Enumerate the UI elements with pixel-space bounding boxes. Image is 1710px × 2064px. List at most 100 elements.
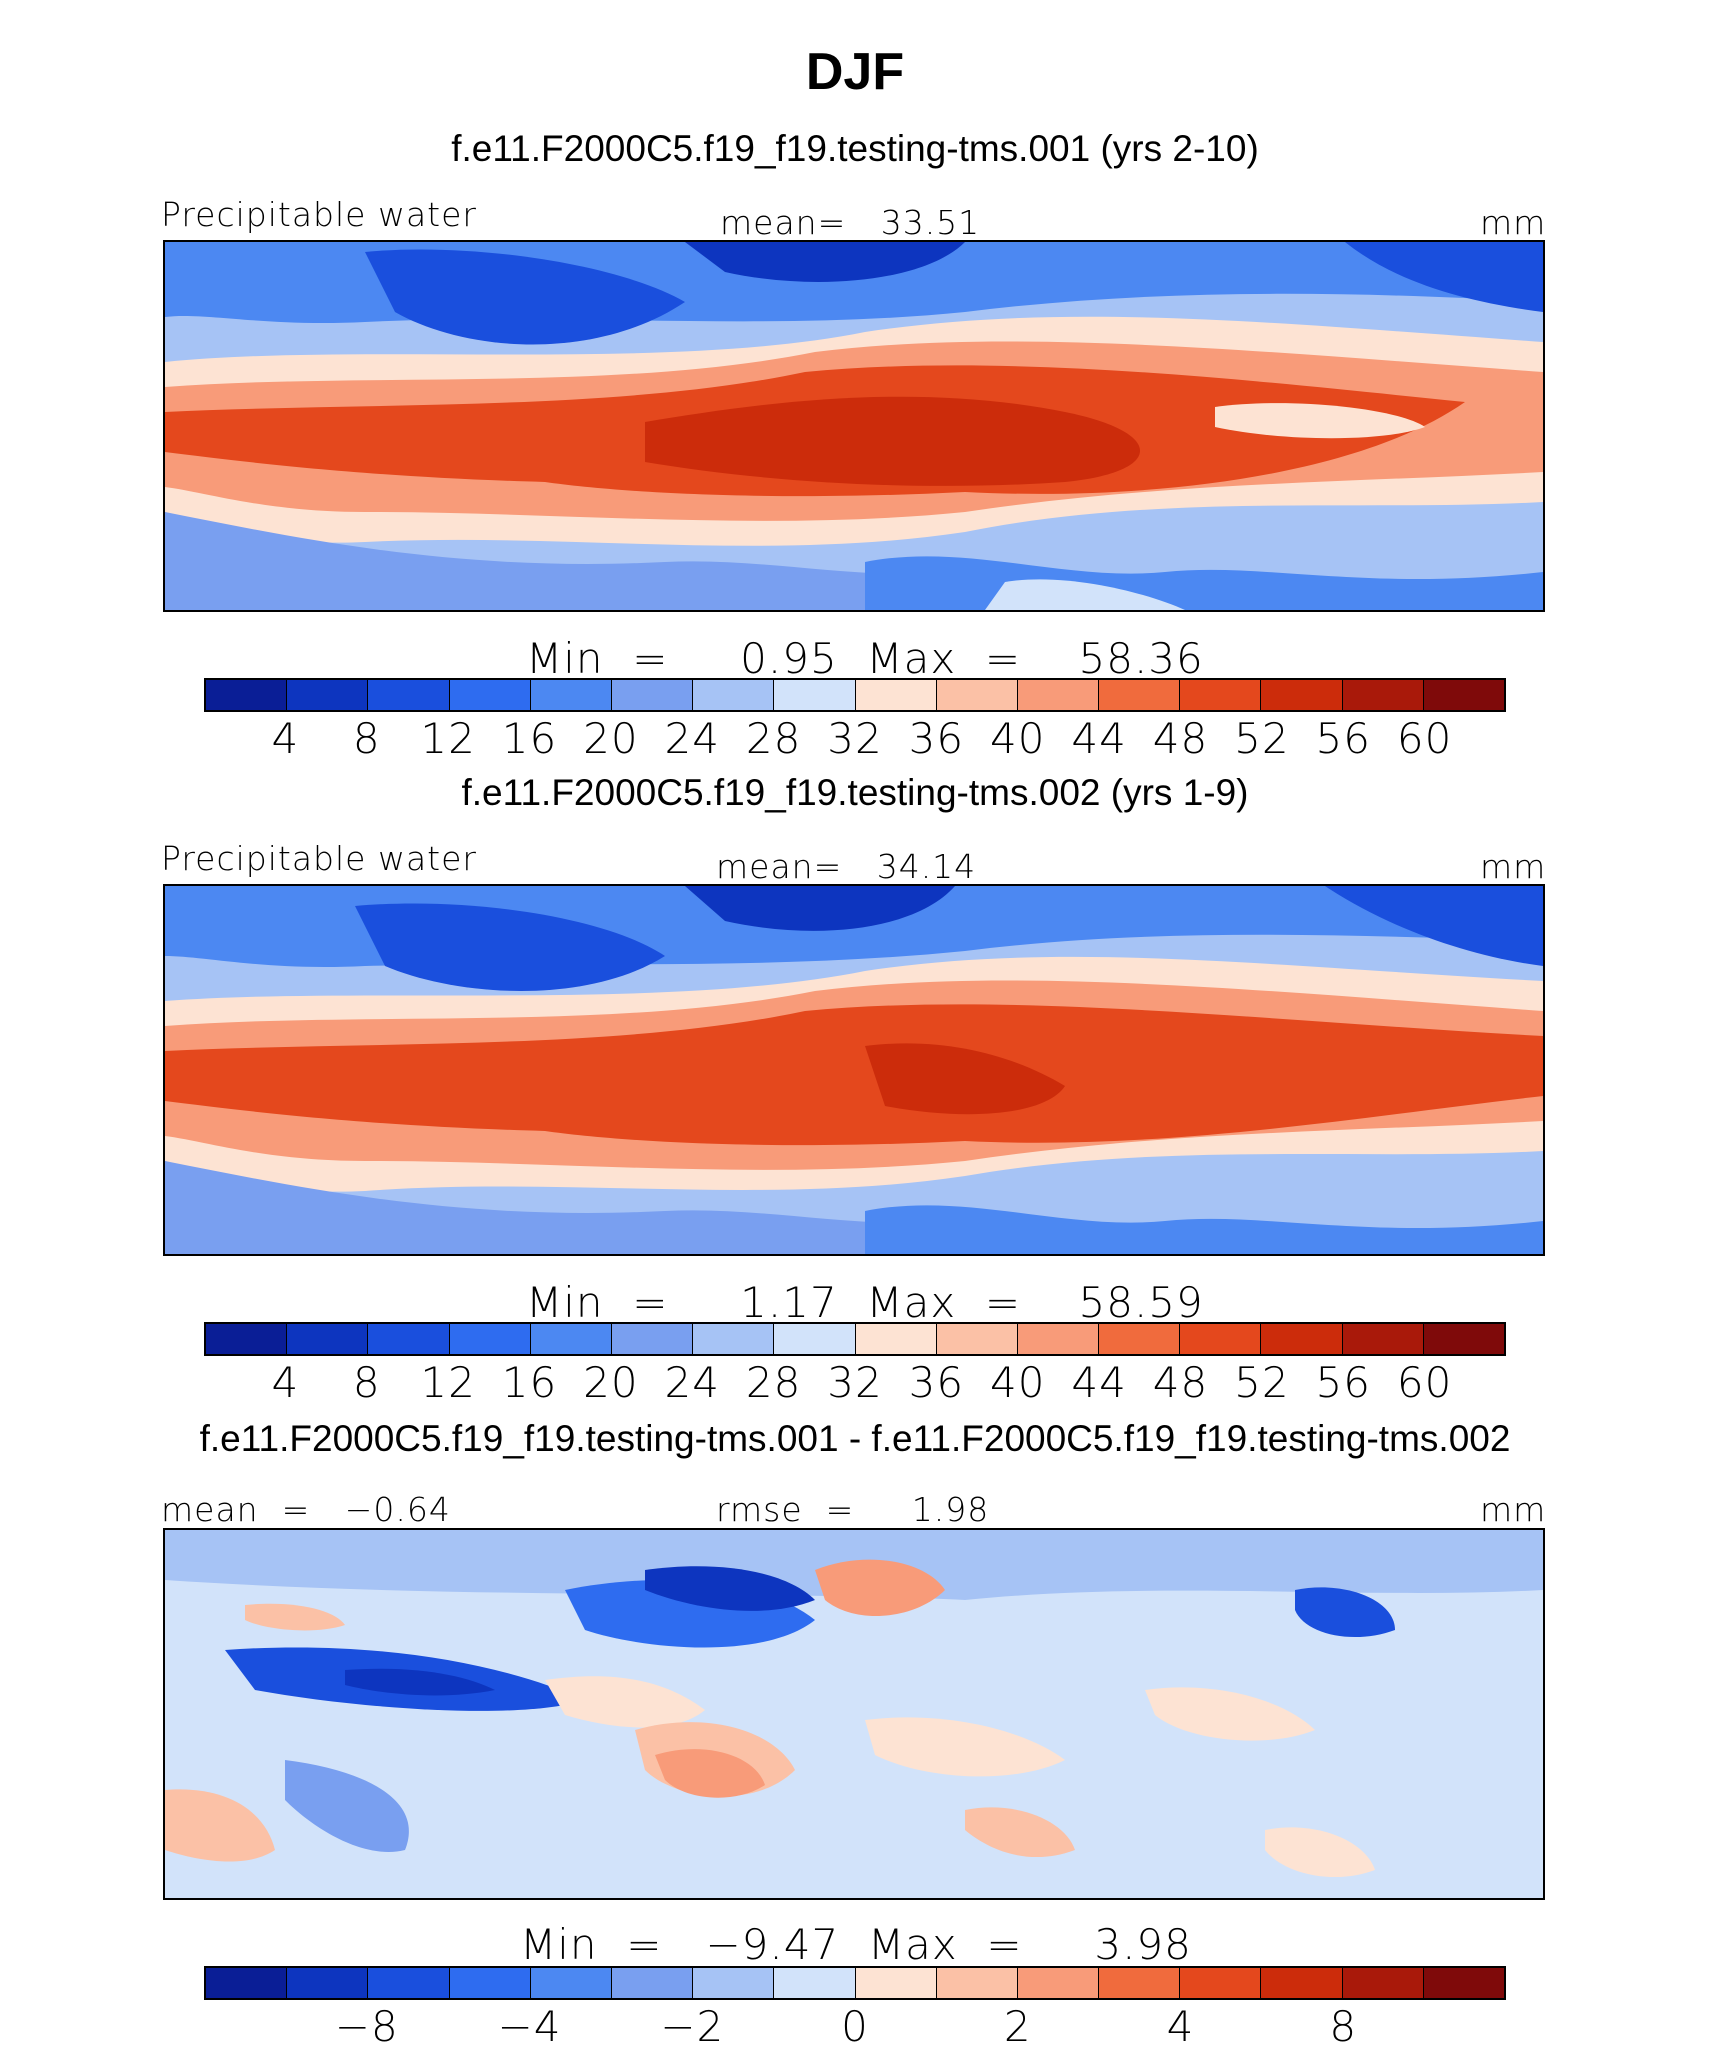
panel-3-colorbar <box>204 1966 1506 2000</box>
colorbar-swatch <box>611 680 694 710</box>
colorbar-swatch <box>774 1968 856 1998</box>
colorbar-tick: 48 <box>1152 1358 1209 1407</box>
colorbar-tick: 16 <box>501 1358 558 1407</box>
colorbar-tick: 4 <box>1166 2002 1195 2051</box>
colorbar-tick: 60 <box>1396 714 1453 763</box>
figure-title: DJF <box>805 43 905 101</box>
panel-1-field <box>165 242 1543 610</box>
panel-2-map <box>163 884 1545 1256</box>
colorbar-swatch <box>1017 1324 1100 1354</box>
colorbar-swatch <box>611 1968 694 1998</box>
colorbar-tick: 56 <box>1315 714 1371 763</box>
panel-3-rmse-label: rmse = 1.98 <box>716 1490 990 1529</box>
colorbar-swatch <box>1261 1968 1343 1998</box>
colorbar-tick: 36 <box>908 1358 965 1407</box>
colorbar-tick: 8 <box>352 714 381 763</box>
panel-3-minmax: Min = −9.47 Max = 3.98 <box>520 1920 1192 1969</box>
colorbar-swatch <box>1423 1324 1504 1354</box>
panel-1-colorbar <box>204 678 1506 712</box>
colorbar-tick: 28 <box>745 714 802 763</box>
colorbar-swatch <box>1423 1968 1504 1998</box>
colorbar-swatch <box>1099 1324 1181 1354</box>
colorbar-tick: 12 <box>420 1358 476 1407</box>
colorbar-tick: 52 <box>1234 714 1290 763</box>
colorbar-tick: 20 <box>583 714 639 763</box>
colorbar-swatch <box>693 680 775 710</box>
colorbar-swatch <box>1099 680 1181 710</box>
panel-1-map <box>163 240 1545 612</box>
colorbar-swatch <box>855 680 937 710</box>
colorbar-tick: 44 <box>1071 714 1127 763</box>
colorbar-tick: −2 <box>660 2002 725 2051</box>
colorbar-swatch <box>1261 680 1343 710</box>
colorbar-swatch <box>530 1968 612 1998</box>
panel-1-mean-label: mean= 33.51 <box>720 203 981 242</box>
colorbar-tick: −4 <box>497 2002 562 2051</box>
colorbar-swatch <box>936 1968 1018 1998</box>
colorbar-swatch <box>855 1324 937 1354</box>
colorbar-swatch <box>1180 680 1262 710</box>
panel-2-mean-label: mean= 34.14 <box>716 847 977 886</box>
colorbar-swatch <box>206 1324 288 1354</box>
colorbar-swatch <box>287 1324 369 1354</box>
colorbar-swatch <box>936 1324 1018 1354</box>
colorbar-tick: 32 <box>827 714 883 763</box>
panel-3-subtitle: f.e11.F2000C5.f19_f19.testing-tms.001 - … <box>199 1418 1511 1459</box>
colorbar-tick: 16 <box>501 714 558 763</box>
panel-3-mean-label: mean = −0.64 <box>161 1490 451 1529</box>
colorbar-swatch <box>693 1968 775 1998</box>
colorbar-swatch <box>936 680 1018 710</box>
colorbar-swatch <box>1342 680 1424 710</box>
panel-3-map <box>163 1528 1545 1900</box>
colorbar-swatch <box>855 1968 937 1998</box>
colorbar-swatch <box>287 680 369 710</box>
colorbar-tick: 24 <box>664 1358 720 1407</box>
colorbar-tick: 8 <box>352 1358 381 1407</box>
panel-2-colorbar <box>204 1322 1506 1356</box>
colorbar-swatch <box>368 1324 450 1354</box>
colorbar-swatch <box>206 1968 288 1998</box>
panel-3-field <box>165 1530 1543 1898</box>
colorbar-tick: 2 <box>1003 2002 1032 2051</box>
colorbar-tick: 36 <box>908 714 965 763</box>
colorbar-swatch <box>449 1324 531 1354</box>
panel-1-units-label: mm <box>1480 203 1547 242</box>
colorbar-swatch <box>1017 680 1100 710</box>
panel-2-variable-label: Precipitable water <box>161 839 477 878</box>
colorbar-tick: 20 <box>583 1358 639 1407</box>
colorbar-swatch <box>287 1968 369 1998</box>
colorbar-tick: 52 <box>1234 1358 1290 1407</box>
panel-2-subtitle: f.e11.F2000C5.f19_f19.testing-tms.002 (y… <box>461 772 1249 813</box>
colorbar-tick: 24 <box>664 714 720 763</box>
colorbar-tick: 32 <box>827 1358 883 1407</box>
colorbar-swatch <box>1099 1968 1181 1998</box>
colorbar-tick: 40 <box>990 714 1046 763</box>
colorbar-tick: 48 <box>1152 714 1209 763</box>
colorbar-tick: 0 <box>841 2002 869 2051</box>
colorbar-tick: 4 <box>271 1358 300 1407</box>
panel-1-subtitle: f.e11.F2000C5.f19_f19.testing-tms.001 (y… <box>451 128 1259 169</box>
colorbar-swatch <box>774 1324 856 1354</box>
colorbar-tick: 56 <box>1315 1358 1371 1407</box>
colorbar-tick: 28 <box>745 1358 802 1407</box>
colorbar-swatch <box>449 680 531 710</box>
colorbar-swatch <box>611 1324 694 1354</box>
colorbar-tick: 12 <box>420 714 476 763</box>
colorbar-tick: 4 <box>271 714 300 763</box>
colorbar-swatch <box>1017 1968 1100 1998</box>
panel-3-units-label: mm <box>1480 1490 1547 1529</box>
colorbar-swatch <box>1342 1968 1424 1998</box>
colorbar-swatch <box>368 1968 450 1998</box>
panel-1-colorbar-ticks: 4 8 12 16 20 24 28 32 36 40 44 48 52 56 60 <box>204 714 1506 763</box>
colorbar-tick: 44 <box>1071 1358 1127 1407</box>
panel-2-minmax: Min = 1.17 Max = 58.59 <box>526 1278 1204 1327</box>
colorbar-swatch <box>530 1324 612 1354</box>
colorbar-swatch <box>530 680 612 710</box>
panel-2-field <box>165 886 1543 1254</box>
colorbar-swatch <box>1180 1324 1262 1354</box>
colorbar-tick: 60 <box>1396 1358 1453 1407</box>
colorbar-swatch <box>1180 1968 1262 1998</box>
colorbar-swatch <box>206 680 288 710</box>
colorbar-swatch <box>368 680 450 710</box>
colorbar-swatch <box>693 1324 775 1354</box>
